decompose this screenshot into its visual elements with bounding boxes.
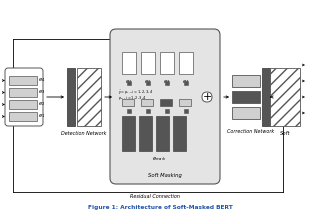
FancyBboxPatch shape <box>9 112 37 121</box>
Text: Detection Network: Detection Network <box>61 131 107 136</box>
FancyBboxPatch shape <box>127 81 131 85</box>
FancyBboxPatch shape <box>77 68 101 126</box>
Text: $e_2$: $e_2$ <box>38 101 46 108</box>
FancyBboxPatch shape <box>232 107 260 119</box>
FancyBboxPatch shape <box>127 109 131 113</box>
FancyBboxPatch shape <box>270 68 300 126</box>
FancyBboxPatch shape <box>110 29 220 184</box>
FancyBboxPatch shape <box>122 116 135 151</box>
FancyBboxPatch shape <box>9 76 37 85</box>
Text: $e_3$: $e_3$ <box>38 89 46 97</box>
FancyBboxPatch shape <box>262 68 270 126</box>
Text: $e_{mask}$: $e_{mask}$ <box>152 155 168 163</box>
Text: $e_1$: $e_1$ <box>38 113 46 120</box>
FancyBboxPatch shape <box>156 116 169 151</box>
FancyBboxPatch shape <box>179 99 191 106</box>
Text: Soft: Soft <box>280 131 290 136</box>
Text: Correction Network: Correction Network <box>228 129 275 134</box>
FancyBboxPatch shape <box>9 88 37 97</box>
FancyBboxPatch shape <box>184 81 188 85</box>
FancyBboxPatch shape <box>122 99 134 106</box>
FancyBboxPatch shape <box>160 52 174 74</box>
Text: +: + <box>202 92 212 102</box>
FancyBboxPatch shape <box>232 75 260 87</box>
FancyBboxPatch shape <box>184 109 188 113</box>
Text: Residual Connection: Residual Connection <box>130 195 180 199</box>
Text: $e_4$: $e_4$ <box>182 78 190 86</box>
Text: Soft Masking: Soft Masking <box>148 174 182 178</box>
FancyBboxPatch shape <box>202 92 212 102</box>
Text: $e_3$: $e_3$ <box>163 78 171 86</box>
FancyBboxPatch shape <box>160 99 172 106</box>
FancyBboxPatch shape <box>146 109 150 113</box>
FancyBboxPatch shape <box>141 99 153 106</box>
FancyBboxPatch shape <box>67 68 75 126</box>
FancyBboxPatch shape <box>232 91 260 103</box>
FancyBboxPatch shape <box>122 52 136 74</box>
FancyBboxPatch shape <box>139 116 152 151</box>
FancyBboxPatch shape <box>5 68 43 126</box>
Text: $e_1$: $e_1$ <box>125 78 133 86</box>
Text: $e_2$: $e_2$ <box>144 78 152 86</box>
FancyBboxPatch shape <box>9 100 37 109</box>
FancyBboxPatch shape <box>141 52 155 74</box>
FancyBboxPatch shape <box>179 52 193 74</box>
Text: Figure 1: Architecture of Soft-Masked BERT: Figure 1: Architecture of Soft-Masked BE… <box>88 205 232 211</box>
FancyBboxPatch shape <box>165 81 169 85</box>
Text: $e_4$: $e_4$ <box>38 77 46 85</box>
FancyBboxPatch shape <box>146 81 150 85</box>
Text: $p_{e,i},i=1,2,3,4$: $p_{e,i},i=1,2,3,4$ <box>118 94 147 102</box>
FancyBboxPatch shape <box>165 109 169 113</box>
FancyBboxPatch shape <box>173 116 186 151</box>
Text: $\hat{y}=p_{c,i},i=1,2,3,4$: $\hat{y}=p_{c,i},i=1,2,3,4$ <box>118 88 153 96</box>
